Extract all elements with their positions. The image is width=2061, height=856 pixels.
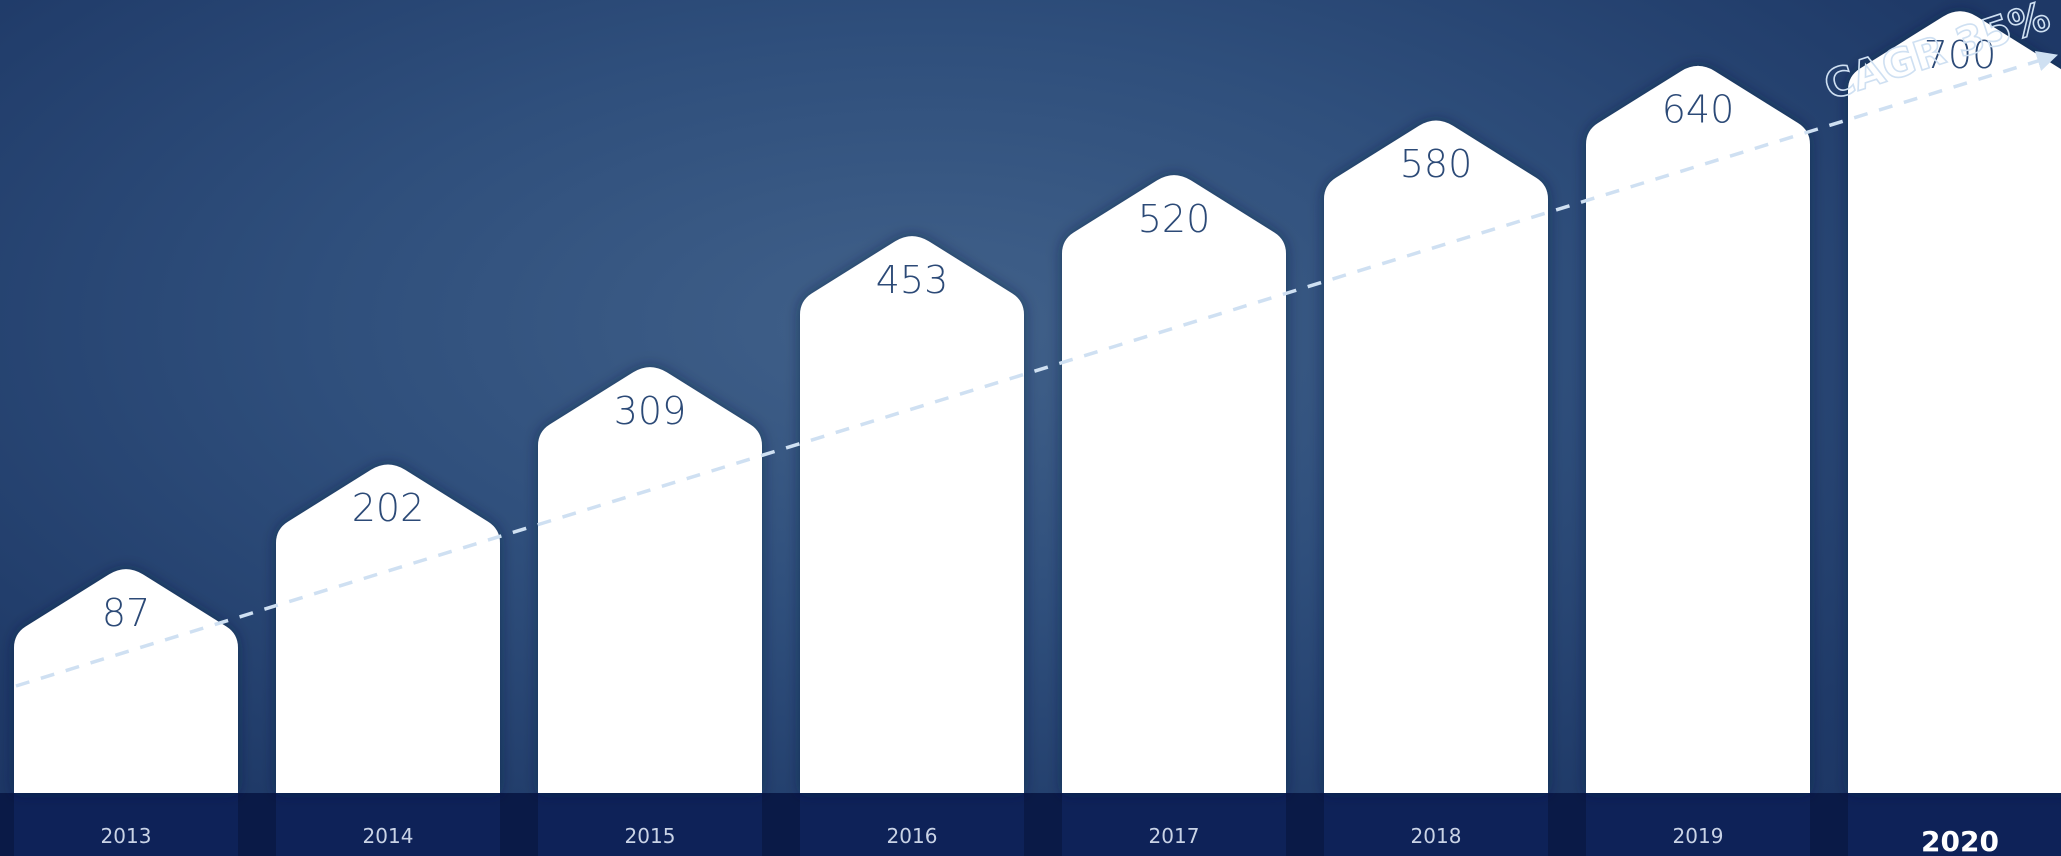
bar <box>1586 65 1810 793</box>
bar <box>1848 11 2061 793</box>
x-tick-label: 2013 <box>101 824 152 848</box>
bar <box>1324 120 1548 793</box>
year-cell <box>1586 793 1810 856</box>
year-cell <box>538 793 762 856</box>
data-label: 87 <box>102 591 150 635</box>
year-cell <box>14 793 238 856</box>
data-label: 640 <box>1662 88 1735 132</box>
bar <box>14 569 238 793</box>
x-tick-label: 2020 <box>1921 825 1999 856</box>
x-tick-label: 2018 <box>1411 824 1462 848</box>
bars: 87 202 309 453 520 580 640 700 <box>14 11 2061 794</box>
year-cell <box>276 793 500 856</box>
bar <box>538 367 762 793</box>
x-tick-label: 2014 <box>363 824 414 848</box>
data-label: 202 <box>352 486 425 530</box>
x-tick-label: 2017 <box>1149 824 1200 848</box>
year-cell <box>1848 793 2061 856</box>
bar <box>276 464 500 793</box>
data-label: 700 <box>1924 33 1997 77</box>
x-tick-label: 2019 <box>1673 824 1724 848</box>
year-cell <box>800 793 1024 856</box>
x-tick-label: 2016 <box>887 824 938 848</box>
data-label: 580 <box>1400 142 1473 186</box>
data-label: 309 <box>614 389 687 433</box>
x-tick-label: 2015 <box>625 824 676 848</box>
bar <box>800 236 1024 793</box>
year-band: 2013 2014 2015 2016 2017 2018 2019 2020 <box>0 793 2061 856</box>
cagr-trend-line <box>15 50 2059 688</box>
year-cell <box>1324 793 1548 856</box>
bar <box>1062 175 1286 794</box>
data-label: 453 <box>876 258 949 302</box>
year-cell <box>1062 793 1286 856</box>
data-label: 520 <box>1138 197 1211 241</box>
